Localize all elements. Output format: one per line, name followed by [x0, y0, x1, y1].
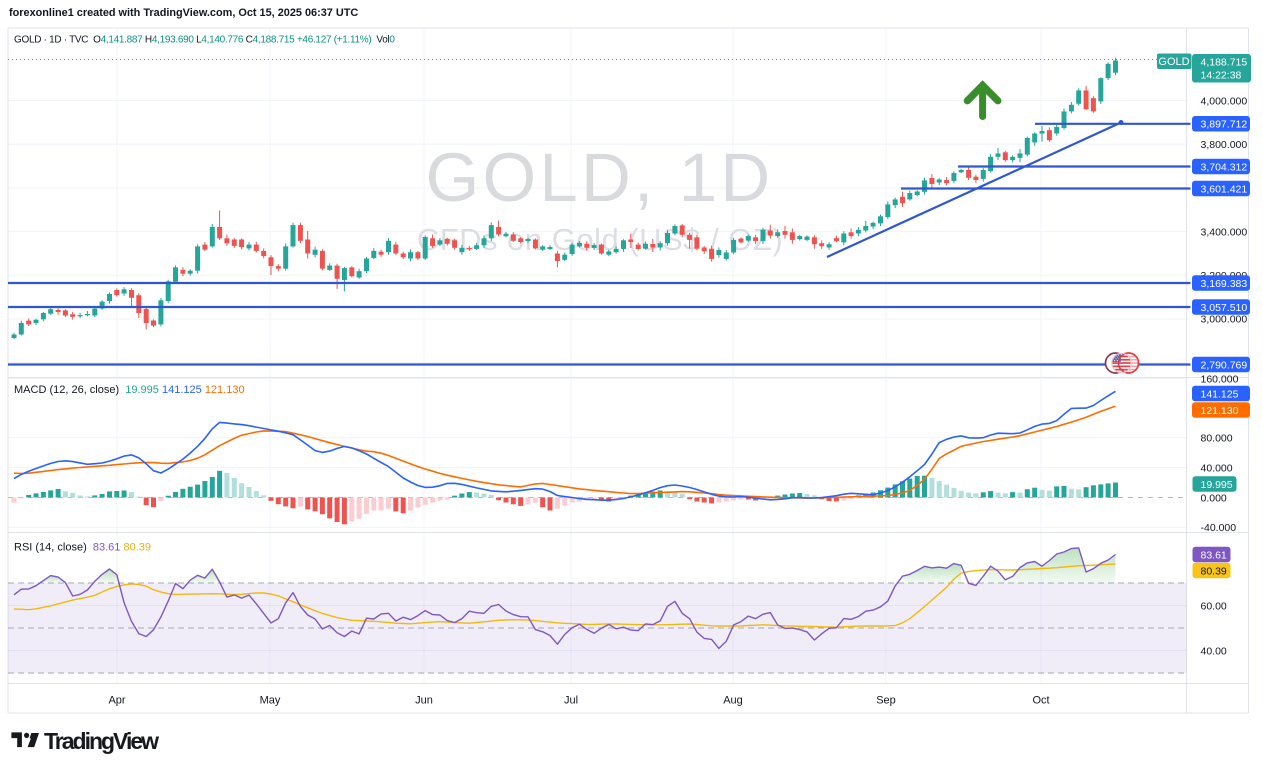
svg-text:May: May — [260, 695, 281, 707]
svg-text:MACD (12, 26, close) 19.995 1: MACD (12, 26, close) 19.995 141.125 121.… — [14, 384, 245, 396]
svg-text:forexonline1 created with Trad: forexonline1 created with TradingView.co… — [9, 7, 358, 19]
svg-text:Apr: Apr — [108, 695, 125, 707]
svg-text:3,169.383: 3,169.383 — [1201, 278, 1248, 290]
svg-text:3,704.312: 3,704.312 — [1201, 161, 1248, 173]
svg-text:40.000: 40.000 — [1201, 462, 1233, 474]
svg-text:80.39: 80.39 — [1201, 565, 1227, 577]
svg-text:GOLD, 1D: GOLD, 1D — [426, 139, 774, 216]
svg-text:3,400.000: 3,400.000 — [1201, 226, 1248, 238]
svg-text:19.995: 19.995 — [1201, 479, 1233, 491]
svg-text:3,800.000: 3,800.000 — [1201, 139, 1248, 151]
svg-text:3,000.000: 3,000.000 — [1201, 314, 1248, 326]
svg-text:Aug: Aug — [723, 695, 743, 707]
svg-text:Jun: Jun — [415, 695, 433, 707]
svg-text:3,897.712: 3,897.712 — [1201, 119, 1248, 131]
svg-text:Sep: Sep — [876, 695, 896, 707]
svg-text:GOLD · 1D · TVC O4,141.887 H4: GOLD · 1D · TVC O4,141.887 H4,193.690 L4… — [14, 35, 395, 46]
svg-text:TradingView: TradingView — [44, 728, 159, 754]
svg-text:4,188.715: 4,188.715 — [1201, 57, 1248, 69]
svg-text:Oct: Oct — [1032, 695, 1049, 707]
svg-text:-40.000: -40.000 — [1201, 522, 1237, 534]
svg-text:2,790.769: 2,790.769 — [1201, 359, 1248, 371]
svg-text:GOLD: GOLD — [1158, 56, 1189, 68]
svg-text:14:22:38: 14:22:38 — [1201, 70, 1242, 82]
svg-text:0.000: 0.000 — [1201, 492, 1227, 504]
svg-text:Jul: Jul — [564, 695, 578, 707]
svg-text:141.125: 141.125 — [1201, 388, 1239, 400]
svg-text:RSI (14, close) 83.61 80.39: RSI (14, close) 83.61 80.39 — [14, 542, 151, 554]
svg-text:83.61: 83.61 — [1201, 549, 1227, 561]
svg-text:80.000: 80.000 — [1201, 433, 1233, 445]
svg-text:60.00: 60.00 — [1201, 600, 1227, 612]
svg-text:40.00: 40.00 — [1201, 645, 1227, 657]
svg-text:3,601.421: 3,601.421 — [1201, 183, 1248, 195]
svg-text:3,057.510: 3,057.510 — [1201, 302, 1248, 314]
svg-text:160.000: 160.000 — [1201, 373, 1239, 385]
svg-text:121.130: 121.130 — [1201, 405, 1239, 417]
svg-text:4,000.000: 4,000.000 — [1201, 95, 1248, 107]
